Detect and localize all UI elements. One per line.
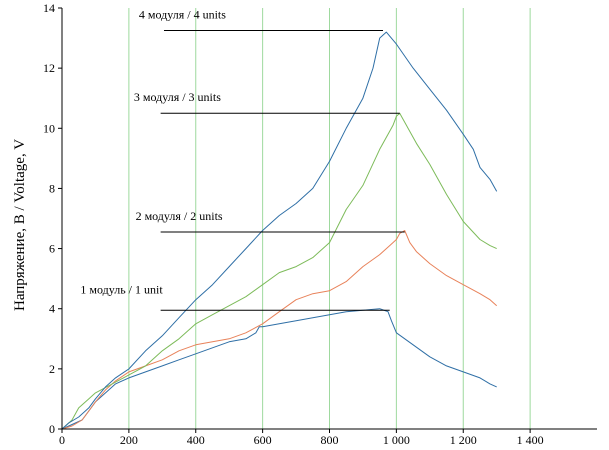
series-line-4: [61, 31, 498, 430]
y-tick-label-2: 4: [49, 302, 55, 316]
x-tick-label-1: 200: [120, 433, 138, 447]
y-tick-label-3: 6: [49, 242, 55, 256]
annotation-label-1: 1 модуль / 1 unit: [80, 283, 163, 297]
x-tick-label-3: 600: [254, 433, 272, 447]
annotation-label-3: 3 модуля / 3 units: [134, 90, 221, 104]
y-tick-label-5: 10: [43, 121, 55, 135]
y-tick-label-1: 2: [49, 362, 55, 376]
axes: 0 200 400 600 800 1 000 1 200 1 400 0 2 4 6 8 10 12 14: [43, 1, 597, 447]
x-tick-label-7: 1 400: [517, 433, 544, 447]
x-tick-label-6: 1 200: [450, 433, 477, 447]
series-line-3: [61, 112, 497, 430]
x-tick-label-5: 1 000: [383, 433, 410, 447]
gridlines: [128, 8, 531, 429]
series-layer: [61, 31, 498, 430]
x-tick-label-2: 400: [187, 433, 205, 447]
annotation-label-4: 4 модуля / 4 units: [139, 8, 226, 22]
y-tick-label-4: 8: [49, 181, 55, 195]
annotations-layer: 1 модуль / 1 unit 2 модуля / 2 units 3 мод…: [80, 8, 405, 311]
series-line-2: [61, 230, 498, 430]
x-tick-label-4: 800: [321, 433, 339, 447]
series-line-1: [61, 308, 497, 430]
y-tick-label-0: 0: [49, 422, 55, 436]
y-tick-label-6: 12: [43, 61, 55, 75]
annotation-label-2: 2 модуля / 2 units: [136, 209, 223, 223]
y-tick-label-7: 14: [43, 1, 55, 15]
x-tick-label-0: 0: [59, 433, 65, 447]
y-axis-label: Напряжение, В / Voltage, V: [12, 139, 28, 311]
